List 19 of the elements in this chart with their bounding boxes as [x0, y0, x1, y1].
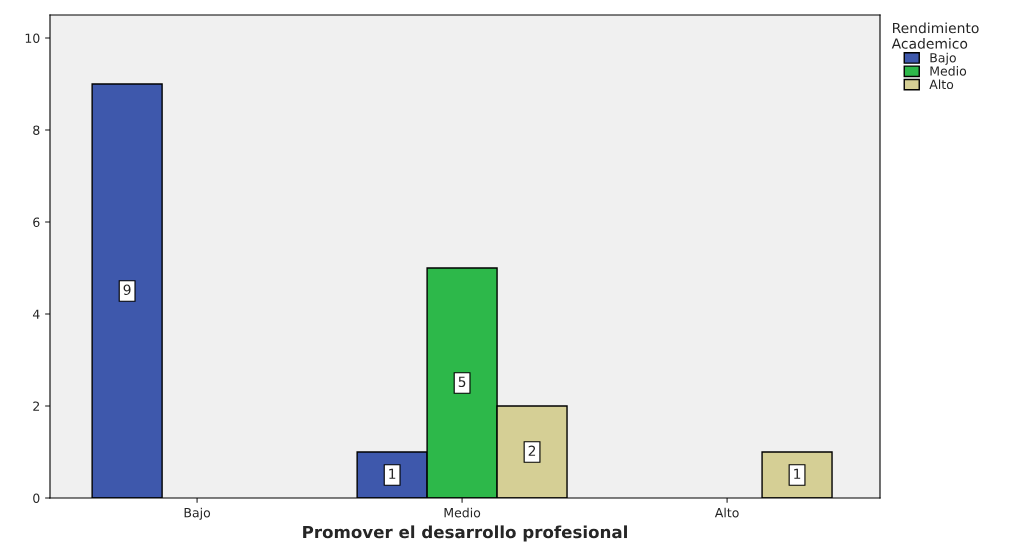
data-label: 2	[528, 445, 536, 456]
y-tick-label: 4	[32, 309, 40, 319]
legend-label: Medio	[930, 66, 967, 76]
x-tick-label: Bajo	[184, 507, 211, 520]
legend-title: Rendimiento Academico	[891, 22, 979, 49]
y-tick-label: 6	[33, 217, 40, 227]
x-tick-label: Medio	[444, 507, 481, 518]
data-label: 1	[389, 468, 396, 479]
x-tick-label: Alto	[714, 507, 739, 518]
data-label: 9	[123, 284, 131, 296]
data-label: 5	[458, 376, 466, 388]
x-axis-title: Promover el desarrollo profesional	[303, 525, 627, 542]
y-tick-label: 10	[25, 33, 40, 43]
y-tick-label: 8	[33, 125, 40, 135]
y-tick-label: 0	[33, 493, 40, 503]
legend-label: Alto	[929, 79, 954, 90]
data-label: 1	[794, 468, 801, 479]
legend-label: Bajo	[930, 52, 956, 65]
y-tick-label: 2	[33, 401, 40, 411]
